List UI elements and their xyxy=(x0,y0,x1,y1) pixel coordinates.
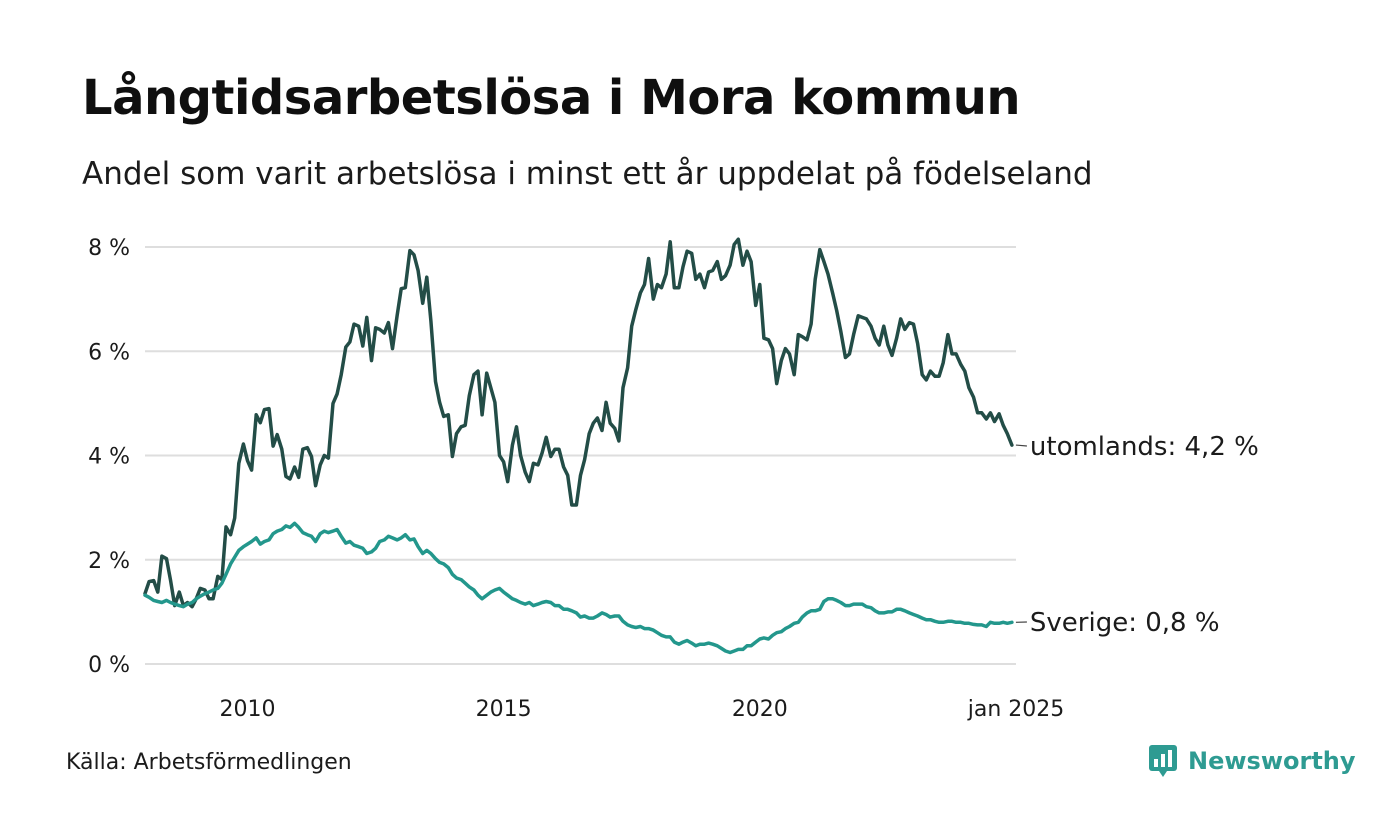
y-tick-label: 0 % xyxy=(88,653,130,678)
y-axis-ticks: 0 % 2 % 4 % 6 % 8 % xyxy=(88,236,130,678)
newsworthy-logo-icon xyxy=(1149,745,1177,777)
x-tick-label: jan 2025 xyxy=(967,697,1065,722)
y-tick-label: 4 % xyxy=(88,445,130,470)
series-lines xyxy=(143,237,1014,655)
gridlines xyxy=(145,246,1016,665)
end-labels: utomlands: 4,2 % Sverige: 0,8 % xyxy=(1015,432,1259,638)
y-tick-label: 2 % xyxy=(88,549,130,574)
end-label-sverige: Sverige: 0,8 % xyxy=(1030,608,1220,638)
y-tick-label: 8 % xyxy=(88,236,130,261)
x-tick-label: 2010 xyxy=(219,697,275,722)
x-axis-ticks: 2010 2015 2020 jan 2025 xyxy=(219,697,1064,722)
source-note: Källa: Arbetsförmedlingen xyxy=(66,750,352,775)
series-line-sverige xyxy=(143,521,1014,655)
series-line-utomlands xyxy=(143,237,1014,609)
end-label-utomlands: utomlands: 4,2 % xyxy=(1030,432,1259,462)
brand-name: Newsworthy xyxy=(1188,747,1356,775)
chart-title: Långtidsarbetslösa i Mora kommun xyxy=(82,70,1021,126)
end-label-connector xyxy=(1015,444,1027,447)
y-tick-label: 6 % xyxy=(88,340,130,365)
x-tick-label: 2015 xyxy=(476,697,532,722)
brand-logo[interactable]: Newsworthy xyxy=(1148,744,1356,778)
chart-subtitle: Andel som varit arbetslösa i minst ett å… xyxy=(82,156,1093,192)
line-chart: 0 % 2 % 4 % 6 % 8 % 2010 2015 2020 jan 2025 uto… xyxy=(88,236,1259,722)
x-tick-label: 2020 xyxy=(732,697,788,722)
